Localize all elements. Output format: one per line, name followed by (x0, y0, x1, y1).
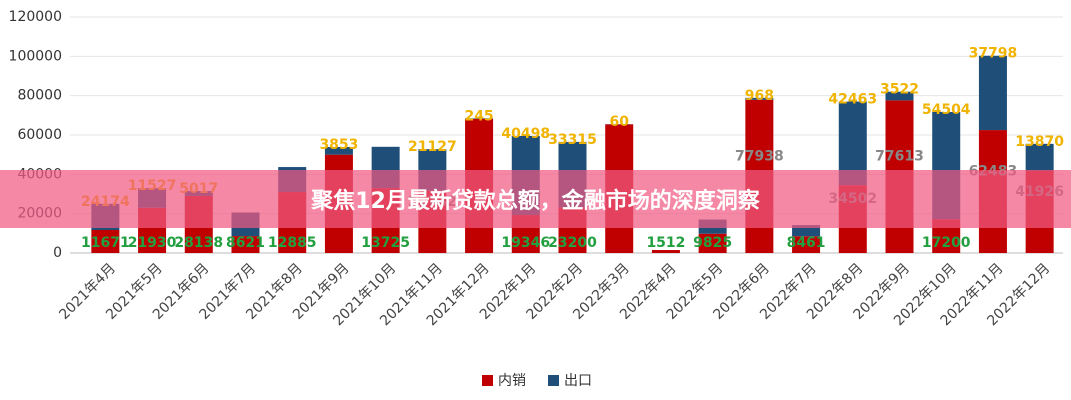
y-tick-label: 80000 (17, 88, 62, 104)
top-label: 245 (464, 108, 493, 124)
bottom-label: 8461 (787, 235, 826, 251)
top-label: 42463 (828, 92, 877, 108)
bar-segment (792, 225, 821, 237)
bar-segment (1025, 143, 1054, 171)
top-label: 21127 (408, 139, 457, 155)
bar-segment (978, 55, 1007, 131)
bar-segment (698, 233, 727, 253)
bottom-label: 1512 (646, 235, 685, 251)
bar-segment (231, 236, 260, 253)
bottom-label: 9825 (693, 235, 732, 251)
top-label: 54504 (922, 102, 971, 118)
bar-segment (885, 91, 914, 101)
legend-swatch (548, 375, 559, 386)
bottom-label: 21930 (128, 235, 177, 251)
legend-label: 出口 (564, 373, 592, 389)
bar-segment (465, 118, 494, 119)
y-tick-label: 60000 (17, 127, 62, 143)
y-tick-label: 100000 (9, 48, 62, 64)
bar-segment (324, 146, 353, 155)
top-label: 40498 (501, 126, 550, 142)
middle-label: 77613 (875, 149, 924, 165)
top-label: 13870 (1015, 134, 1064, 150)
bottom-label: 17200 (922, 235, 971, 251)
legend-swatch (482, 375, 493, 386)
bottom-label: 23200 (548, 235, 597, 251)
top-label: 3522 (880, 82, 919, 98)
bottom-label: 12885 (268, 235, 317, 251)
bar-segment (792, 236, 821, 253)
top-label: 60 (609, 114, 629, 130)
top-label: 3853 (319, 137, 358, 153)
bar-segment (91, 229, 120, 253)
top-label: 37798 (969, 46, 1018, 62)
top-label: 33315 (548, 132, 597, 148)
bar-segment (651, 250, 680, 253)
y-tick-label: 0 (53, 245, 62, 261)
top-label: 968 (745, 88, 774, 104)
middle-label: 77938 (735, 148, 784, 164)
banner-title: 聚焦12月最新贷款总额，金融市场的深度洞察 (0, 170, 1071, 228)
bottom-label: 8621 (226, 235, 265, 251)
bottom-label: 28138 (174, 235, 223, 251)
legend-label: 内销 (498, 373, 526, 389)
y-tick-label: 120000 (9, 9, 62, 25)
bottom-label: 11671 (81, 235, 130, 251)
bottom-label: 13725 (361, 235, 410, 251)
bottom-label: 19346 (501, 235, 550, 251)
bar-segment (745, 97, 774, 100)
